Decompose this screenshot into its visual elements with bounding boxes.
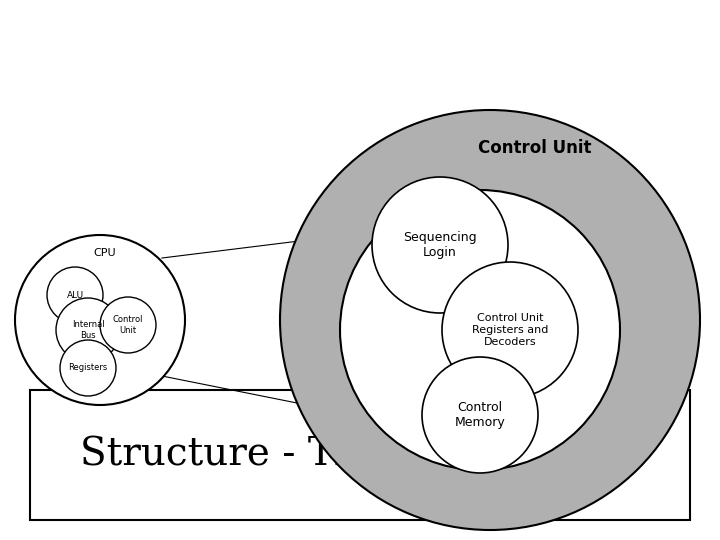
- Circle shape: [60, 340, 116, 396]
- Text: Control Unit: Control Unit: [478, 139, 592, 157]
- Circle shape: [442, 262, 578, 398]
- Text: ALU: ALU: [66, 291, 84, 300]
- Text: Structure - The Control Unit: Structure - The Control Unit: [80, 436, 640, 474]
- Text: Internal
Bus: Internal Bus: [72, 320, 104, 340]
- Text: Control
Unit: Control Unit: [113, 315, 143, 335]
- Text: CPU: CPU: [94, 248, 117, 258]
- Text: Sequencing
Login: Sequencing Login: [403, 231, 477, 259]
- Circle shape: [47, 267, 103, 323]
- Text: Control Unit
Registers and
Decoders: Control Unit Registers and Decoders: [472, 313, 548, 347]
- Text: Registers: Registers: [68, 363, 107, 373]
- Text: Control
Memory: Control Memory: [454, 401, 505, 429]
- Circle shape: [340, 190, 620, 470]
- Circle shape: [100, 297, 156, 353]
- Circle shape: [15, 235, 185, 405]
- Bar: [30, 390, 690, 520]
- Circle shape: [280, 110, 700, 530]
- Circle shape: [372, 177, 508, 313]
- Circle shape: [422, 357, 538, 473]
- Circle shape: [56, 298, 120, 362]
